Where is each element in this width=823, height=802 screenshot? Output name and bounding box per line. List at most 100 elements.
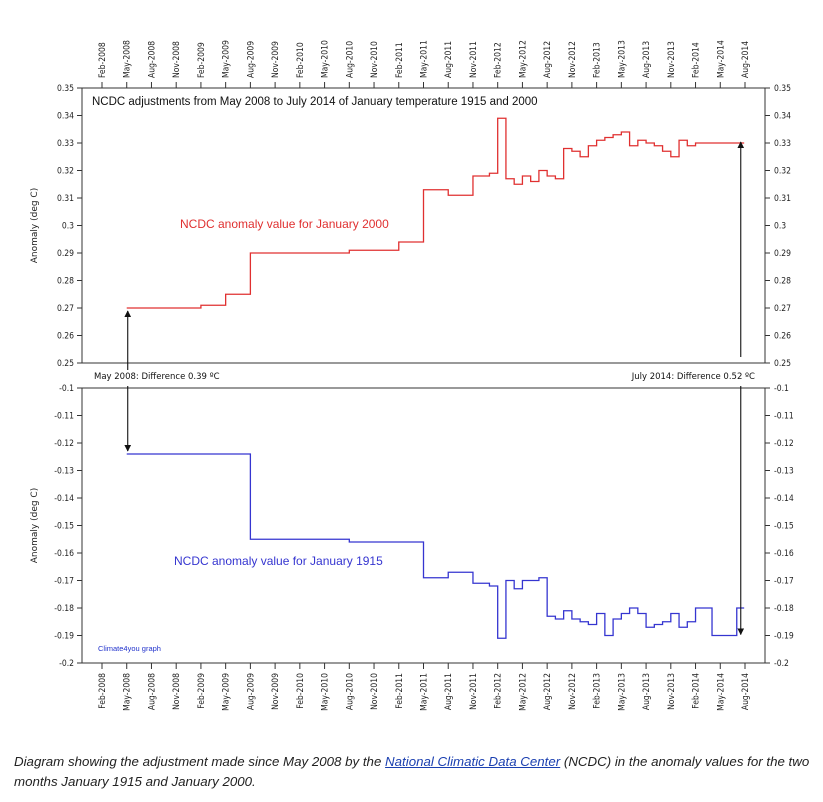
x-tick-label-top: Nov-2012 [568, 41, 578, 78]
y-tick-label-left: -0.17 [54, 577, 74, 587]
x-tick-label-top: May-2011 [420, 40, 430, 78]
y-tick-label-right: -0.2 [774, 659, 789, 669]
x-tick-label-bottom: Nov-2010 [370, 673, 380, 710]
x-tick-label-bottom: May-2008 [123, 673, 133, 711]
left-difference-note: May 2008: Difference 0.39 ºC [94, 372, 220, 382]
x-tick-label-bottom: Feb-2008 [98, 673, 108, 709]
y-tick-label-left: -0.15 [54, 522, 74, 532]
y-tick-label-left: 0.25 [57, 359, 74, 369]
y-axis-label: Anomaly (deg C) [30, 188, 40, 263]
x-tick-label-bottom: Feb-2009 [197, 673, 207, 709]
y-tick-label-right: -0.18 [774, 604, 794, 614]
series-label-jan-2000: NCDC anomaly value for January 2000 [180, 217, 389, 231]
x-tick-label-top: Aug-2010 [345, 41, 355, 78]
y-tick-label-left: 0.27 [57, 304, 74, 314]
x-tick-label-bottom: Nov-2011 [469, 673, 479, 710]
y-tick-label-left: 0.31 [57, 194, 74, 204]
y-tick-label-right: -0.16 [774, 549, 794, 559]
x-tick-label-bottom: Aug-2011 [444, 673, 454, 710]
x-tick-label-top: Aug-2012 [543, 41, 553, 78]
y-tick-label-right: 0.29 [774, 249, 791, 259]
x-tick-label-top: Aug-2008 [147, 41, 157, 78]
right-difference-note: July 2014: Difference 0.52 ºC [631, 372, 755, 382]
chart: Feb-2008 Feb-2008 May-2008 May-2008 Aug-2008… [30, 40, 794, 711]
y-tick-label-right: -0.17 [774, 577, 794, 587]
y-tick-label-right: -0.14 [774, 494, 794, 504]
y-tick-label-right: 0.34 [774, 112, 791, 122]
axes-layer: Feb-2008 Feb-2008 May-2008 May-2008 Aug-2008… [30, 40, 794, 711]
y-tick-label-left: -0.19 [54, 632, 74, 642]
x-tick-label-bottom: Aug-2008 [147, 673, 157, 710]
x-tick-label-top: Feb-2014 [692, 42, 702, 78]
x-tick-label-bottom: Feb-2011 [395, 673, 405, 709]
y-tick-label-left: 0.34 [57, 112, 74, 122]
x-tick-label-bottom: May-2014 [716, 673, 726, 711]
y-tick-label-right: 0.3 [774, 222, 786, 232]
x-tick-label-top: Nov-2009 [271, 41, 281, 78]
ncdc-link[interactable]: National Climatic Data Center [385, 754, 561, 769]
x-tick-label-bottom: Feb-2013 [593, 673, 603, 709]
y-tick-label-left: 0.35 [57, 84, 74, 94]
x-tick-label-top: May-2010 [321, 40, 331, 78]
x-tick-label-bottom: Aug-2010 [345, 673, 355, 710]
y-tick-label-left: 0.33 [57, 139, 74, 149]
x-tick-label-top: Feb-2009 [197, 42, 207, 78]
y-tick-label-left: -0.12 [54, 439, 74, 449]
x-tick-label-bottom: Aug-2013 [642, 673, 652, 710]
y-tick-label-right: -0.15 [774, 522, 794, 532]
x-tick-label-bottom: Feb-2012 [494, 673, 504, 709]
x-tick-label-top: May-2012 [518, 40, 528, 78]
y-tick-label-left: -0.1 [59, 384, 74, 394]
series-line-panel-2 [126, 453, 745, 639]
annotation-layer: NCDC adjustments from May 2008 to July 2… [92, 96, 755, 653]
y-tick-label-right: -0.11 [774, 412, 794, 422]
x-tick-label-top: Aug-2013 [642, 41, 652, 78]
caption-text-start: Diagram showing the adjustment made sinc… [14, 754, 386, 769]
x-tick-label-bottom: Nov-2012 [568, 673, 578, 710]
x-tick-label-top: Aug-2011 [444, 41, 454, 78]
y-tick-label-left: 0.29 [57, 249, 74, 259]
x-tick-label-top: May-2009 [222, 40, 232, 78]
x-tick-label-bottom: Nov-2008 [172, 673, 182, 710]
x-tick-label-top: Feb-2012 [494, 42, 504, 78]
x-tick-label-top: Feb-2011 [395, 42, 405, 78]
x-tick-label-top: Feb-2010 [296, 42, 306, 78]
x-tick-label-bottom: May-2011 [420, 673, 430, 711]
x-tick-label-bottom: Aug-2012 [543, 673, 553, 710]
x-tick-label-bottom: May-2009 [222, 673, 232, 711]
x-tick-label-bottom: Nov-2009 [271, 673, 281, 710]
y-tick-label-right: 0.33 [774, 139, 791, 149]
y-tick-label-left: -0.16 [54, 549, 74, 559]
figure-caption: Diagram showing the adjustment made sinc… [14, 752, 814, 792]
x-tick-label-top: Nov-2010 [370, 41, 380, 78]
y-tick-label-right: 0.26 [774, 332, 791, 342]
y-tick-label-right: 0.27 [774, 304, 791, 314]
x-tick-label-bottom: May-2013 [617, 673, 627, 711]
y-tick-label-left: -0.13 [54, 467, 74, 477]
y-tick-label-left: -0.14 [54, 494, 74, 504]
series-label-jan-1915: NCDC anomaly value for January 1915 [174, 554, 383, 568]
y-tick-label-right: -0.19 [774, 632, 794, 642]
x-tick-label-bottom: May-2010 [321, 673, 331, 711]
x-tick-label-top: Nov-2013 [667, 41, 677, 78]
x-tick-label-top: Aug-2014 [741, 41, 751, 78]
y-tick-label-right: -0.12 [774, 439, 794, 449]
y-tick-label-right: 0.32 [774, 167, 791, 177]
y-tick-label-left: 0.26 [57, 332, 74, 342]
x-tick-label-bottom: Feb-2010 [296, 673, 306, 709]
x-tick-label-top: Aug-2009 [246, 41, 256, 78]
credit-label: Climate4you graph [98, 644, 161, 653]
y-tick-label-right: -0.13 [774, 467, 794, 477]
y-tick-label-right: 0.35 [774, 84, 791, 94]
x-tick-label-top: May-2014 [716, 40, 726, 78]
y-tick-label-left: 0.28 [57, 277, 74, 287]
x-tick-label-bottom: Nov-2013 [667, 673, 677, 710]
series-line-panel-1 [126, 117, 745, 309]
series-layer [126, 117, 745, 639]
x-tick-label-bottom: Aug-2009 [246, 673, 256, 710]
y-tick-label-right: 0.31 [774, 194, 791, 204]
x-tick-label-top: May-2013 [617, 40, 627, 78]
x-tick-label-top: May-2008 [123, 40, 133, 78]
x-tick-label-top: Nov-2008 [172, 41, 182, 78]
y-tick-label-right: 0.28 [774, 277, 791, 287]
